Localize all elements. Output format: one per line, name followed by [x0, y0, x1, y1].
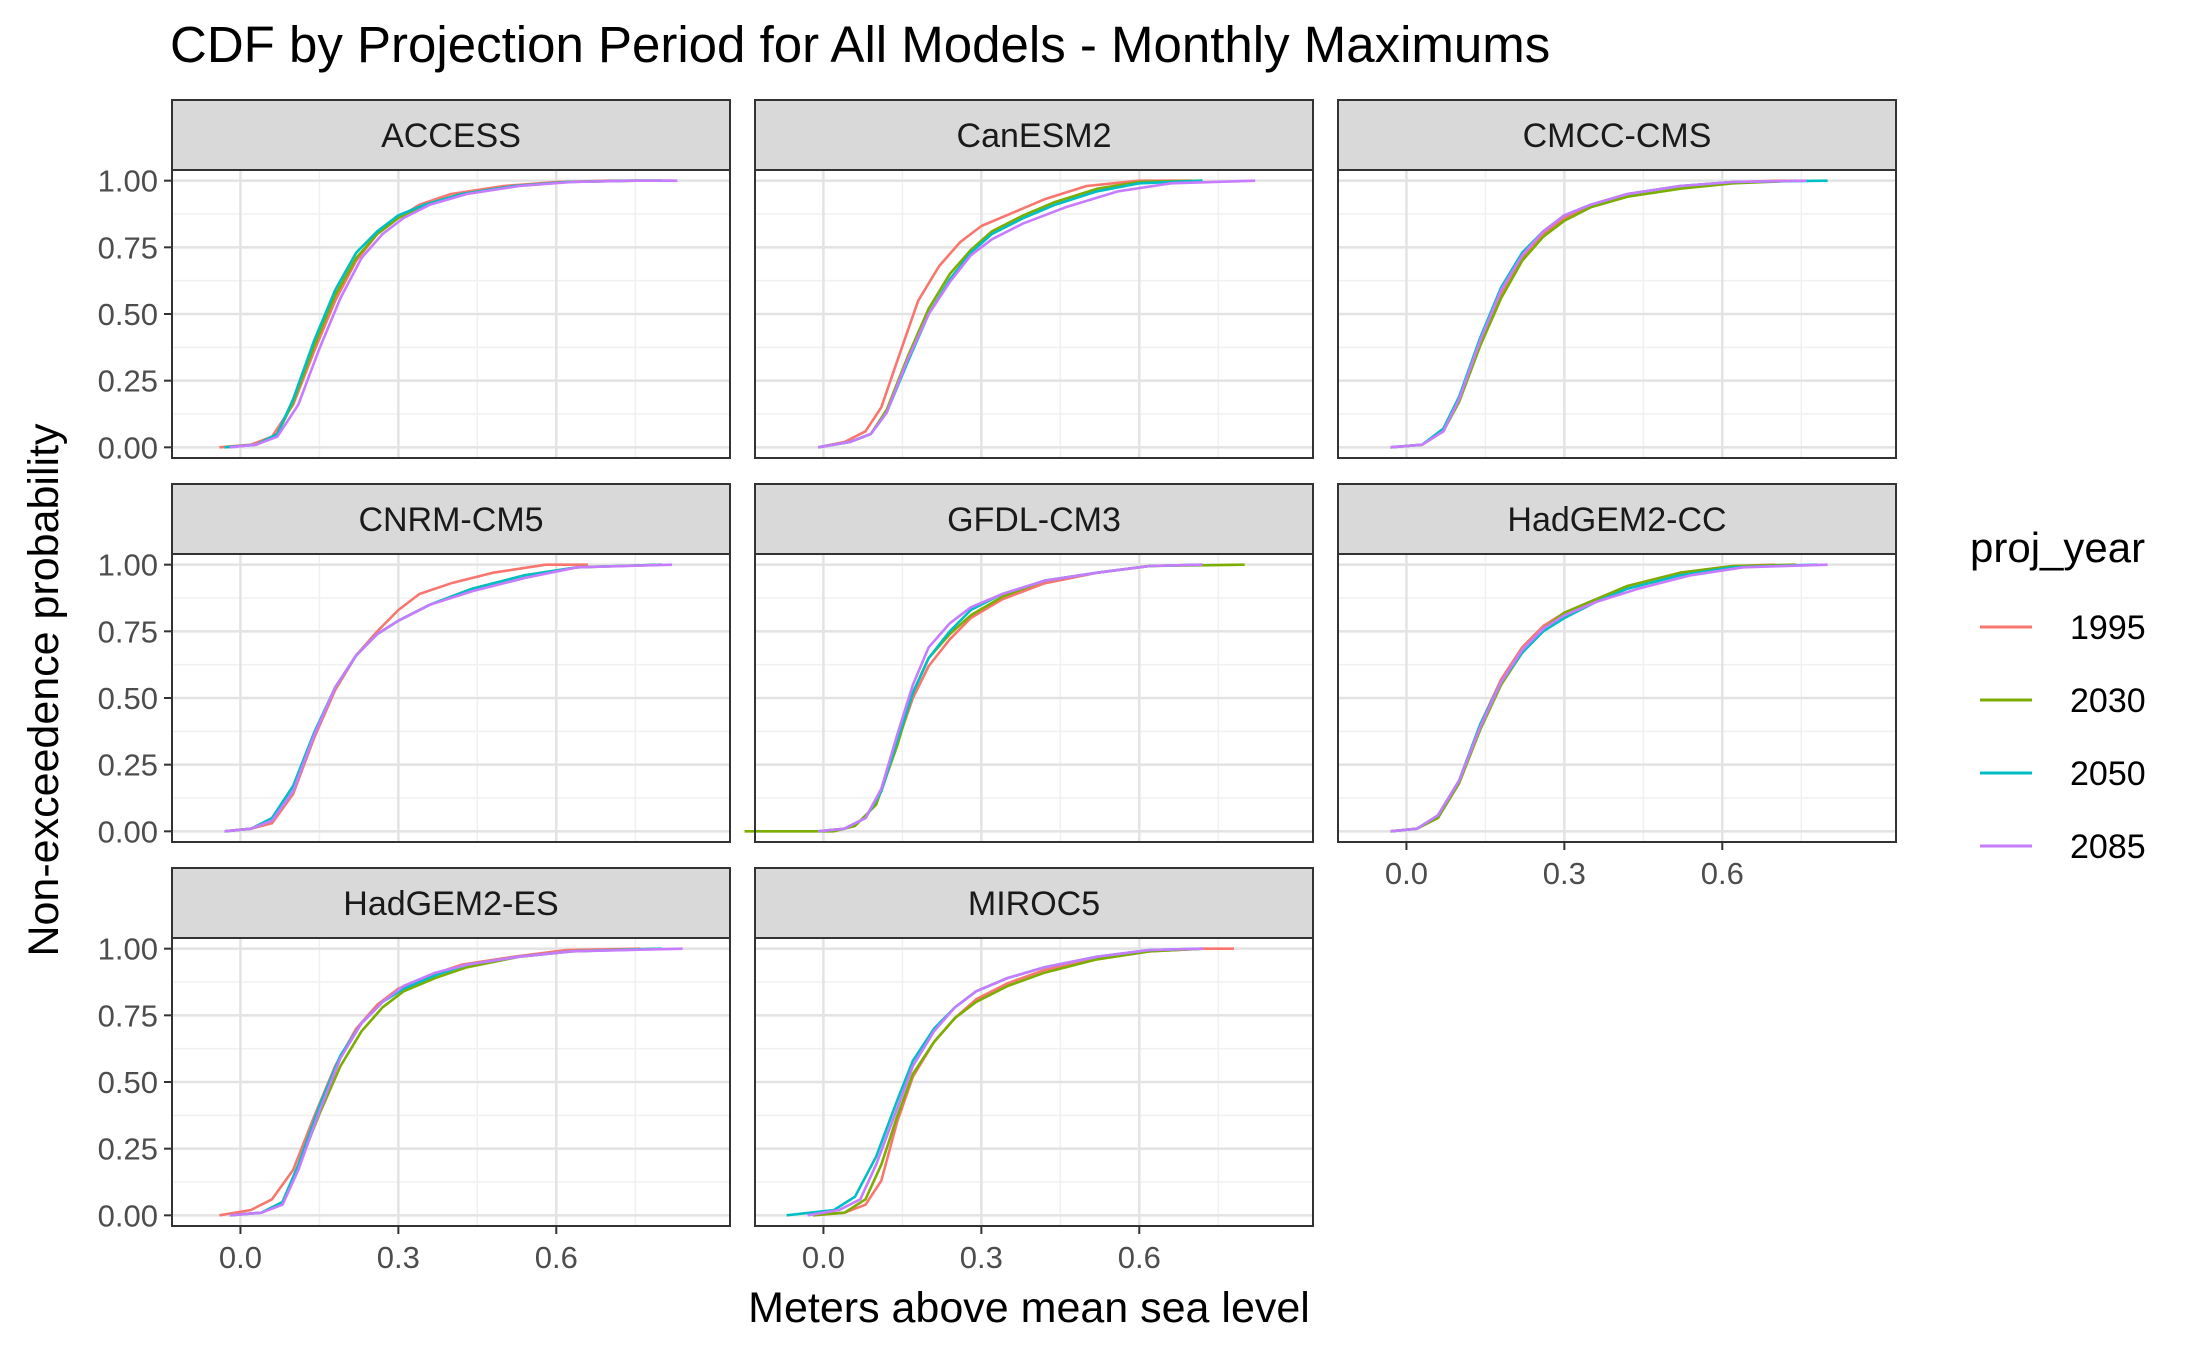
x-tick-label: 0.3 [960, 1240, 1003, 1275]
y-tick-label: 0.75 [98, 998, 158, 1033]
facet-panel-access: ACCESS 0.00 0.25 0.50 0.75 1.00 [98, 99, 731, 465]
cdf-line-2085 [818, 563, 1203, 833]
legend-item-2030: 2030 [1980, 682, 2146, 720]
x-tick-label: 0.6 [1701, 856, 1744, 891]
cdf-line-1995 [817, 179, 1192, 449]
facet-panel-canesm2: CanESM2 [754, 99, 1314, 459]
facet-panel-hadgem2-cc: HadGEM2-CC [1337, 483, 1897, 843]
y-tick-label: 0.00 [98, 814, 158, 849]
chart-title: CDF by Projection Period for All Models … [170, 16, 1550, 73]
facet-panel-hadgem2-es: HadGEM2-ES 0.00 0.25 0.50 0.75 1.00 [98, 867, 731, 1233]
x-tick-label: 0.0 [219, 1240, 262, 1275]
y-tick-label: 0.00 [98, 430, 158, 465]
panel-border [754, 169, 1314, 459]
x-tick-label: 0.3 [377, 1240, 420, 1275]
legend-title: proj_year [1970, 524, 2145, 571]
cdf-line-2085 [224, 563, 673, 833]
y-tick-label: 0.00 [98, 1198, 158, 1233]
y-tick-label: 0.50 [98, 297, 158, 332]
y-tick-label: 0.75 [98, 230, 158, 265]
facet-strip-label: ACCESS [381, 117, 521, 155]
cdf-line-2030 [812, 947, 1203, 1217]
legend-item-2050: 2050 [1980, 755, 2146, 793]
facet-strip-label: HadGEM2-ES [343, 885, 558, 923]
y-tick-label: 1.00 [98, 932, 158, 967]
y-tick-label: 0.25 [98, 748, 158, 783]
facet-strip [1337, 483, 1897, 555]
facet-panel-gfdl-cm3: GFDL-CM3 [744, 483, 1314, 843]
legend-item-1995: 1995 [1980, 609, 2146, 647]
y-tick-label: 0.50 [98, 1065, 158, 1100]
y-tick-label: 0.25 [98, 364, 158, 399]
cdf-line-2085 [1390, 179, 1807, 449]
cdf-line-2085 [229, 179, 678, 449]
cdf-line-2085 [807, 947, 1203, 1217]
panel-border [754, 553, 1314, 843]
facet-strip-label: MIROC5 [968, 885, 1100, 923]
y-tick-label: 0.75 [98, 614, 158, 649]
x-tick-label: 0.0 [802, 1240, 845, 1275]
legend-label: 2030 [2070, 682, 2146, 720]
x-tick-label: 0.6 [1118, 1240, 1161, 1275]
facet-panels: ACCESS 0.00 0.25 0.50 0.75 1.00 CanESM2 CMCC-CM… [98, 99, 1897, 1233]
panel-border [1337, 169, 1897, 459]
facet-strip-label: CMCC-CMS [1523, 117, 1712, 155]
x-axis-title: Meters above mean sea level [748, 1284, 1310, 1332]
legend: proj_year 1995 2030 2050 2085 [1970, 524, 2146, 866]
x-tick-label: 0.6 [535, 1240, 578, 1275]
panel-border [1337, 553, 1897, 843]
cdf-line-2085 [229, 947, 683, 1217]
facet-strip [754, 483, 1314, 555]
facet-strip [754, 867, 1314, 939]
legend-item-2085: 2085 [1980, 828, 2146, 866]
x-axis-ticks: 0.0 0.3 0.6 0.0 0.3 0.6 0.0 0.3 0.6 [219, 842, 1744, 1275]
x-tick-label: 0.3 [1543, 856, 1586, 891]
facet-strip [1337, 99, 1897, 171]
legend-label: 1995 [2070, 609, 2146, 647]
facet-panel-miroc5: MIROC5 [754, 867, 1314, 1227]
legend-label: 2050 [2070, 755, 2146, 793]
cdf-line-2085 [817, 179, 1256, 449]
facet-strip [171, 99, 731, 171]
panel-border [754, 937, 1314, 1227]
legend-label: 2085 [2070, 828, 2146, 866]
facet-strip-label: CanESM2 [957, 117, 1112, 155]
y-tick-label: 0.25 [98, 1132, 158, 1167]
y-tick-label: 0.50 [98, 681, 158, 716]
y-tick-label: 1.00 [98, 548, 158, 583]
cdf-line-2085 [1390, 563, 1828, 833]
facet-panel-cmcc-cms: CMCC-CMS [1337, 99, 1897, 459]
facet-strip [171, 483, 731, 555]
y-axis-title: Non-exceedence probability [20, 423, 68, 957]
facet-strip [754, 99, 1314, 171]
x-tick-label: 0.0 [1385, 856, 1428, 891]
facet-strip-label: HadGEM2-CC [1507, 501, 1726, 539]
facet-panel-cnrm-cm5: CNRM-CM5 0.00 0.25 0.50 0.75 1.00 [98, 483, 731, 849]
facet-strip-label: GFDL-CM3 [947, 501, 1121, 539]
y-tick-label: 1.00 [98, 164, 158, 199]
legend-items: 1995 2030 2050 2085 [1980, 609, 2146, 866]
facet-strip-label: CNRM-CM5 [358, 501, 543, 539]
